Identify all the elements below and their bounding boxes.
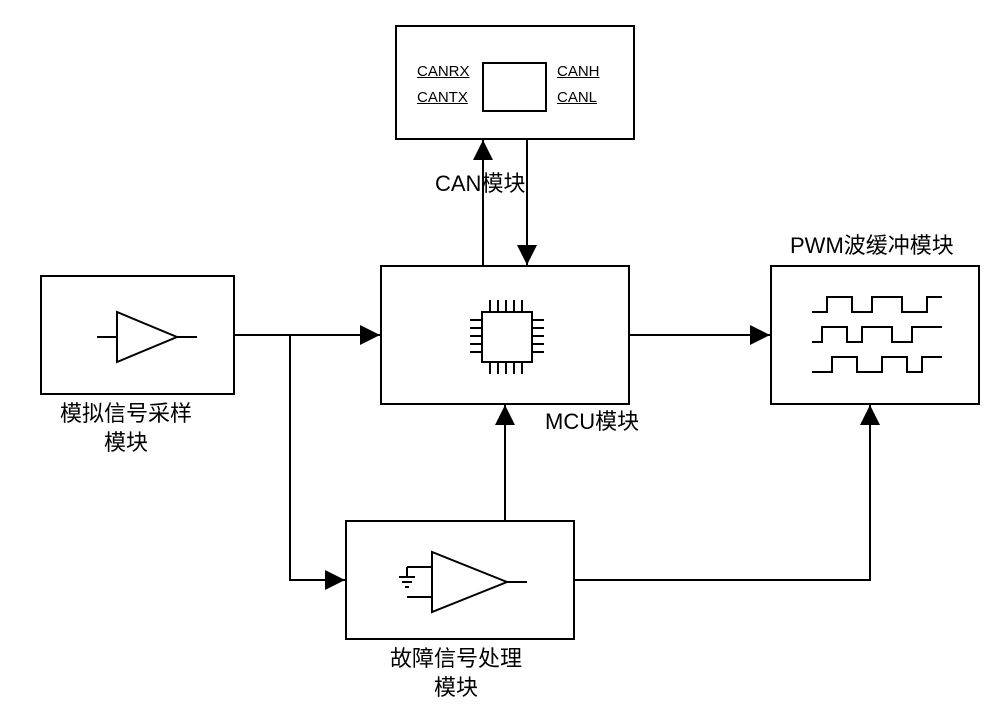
can-inner-chip [482, 62, 547, 112]
sampler-block [40, 275, 235, 395]
opamp-icon [42, 277, 237, 397]
mcu-label: MCU模块 [545, 408, 639, 437]
can-label: CAN模块 [435, 170, 525, 199]
pwm-wave-icon [772, 267, 982, 407]
pin-cantx: CANTX [417, 89, 468, 106]
mcu-block [380, 265, 630, 405]
pwm-block [770, 265, 980, 405]
fault-label: 故障信号处理 模块 [390, 645, 522, 702]
can-block: CANRX CANTX CANH CANL [395, 25, 635, 140]
pin-canrx: CANRX [417, 63, 470, 80]
pwm-label: PWM波缓冲模块 [790, 232, 954, 261]
comparator-icon [347, 522, 577, 642]
mcu-chip-icon [382, 267, 632, 407]
arrow-sampler-to-fault [290, 335, 345, 580]
pin-canh: CANH [557, 63, 600, 80]
fault-block [345, 520, 575, 640]
sampler-label: 模拟信号采样 模块 [60, 400, 192, 457]
pin-canl: CANL [557, 89, 597, 106]
